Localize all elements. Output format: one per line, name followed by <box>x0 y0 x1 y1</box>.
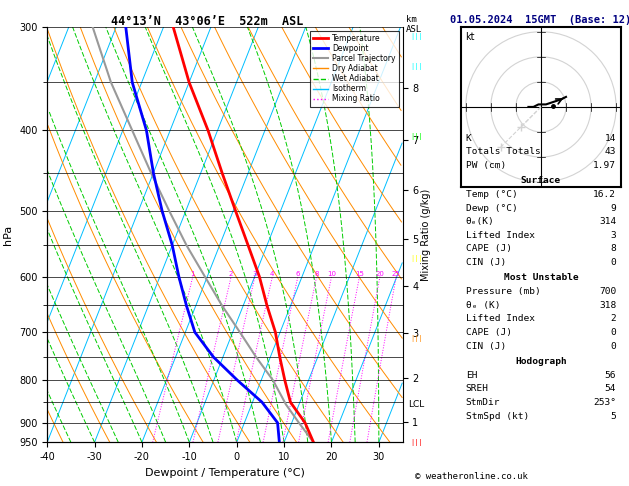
Legend: Temperature, Dewpoint, Parcel Trajectory, Dry Adiabat, Wet Adiabat, Isotherm, Mi: Temperature, Dewpoint, Parcel Trajectory… <box>310 31 399 106</box>
Text: 54: 54 <box>604 384 616 393</box>
X-axis label: Dewpoint / Temperature (°C): Dewpoint / Temperature (°C) <box>145 468 305 478</box>
Text: |||: ||| <box>410 335 423 342</box>
Text: 8: 8 <box>610 244 616 253</box>
Text: 2: 2 <box>610 314 616 323</box>
Text: 314: 314 <box>599 217 616 226</box>
Text: θₑ (K): θₑ (K) <box>465 301 500 310</box>
Text: 44°13’N  43°06’E  522m  ASL: 44°13’N 43°06’E 522m ASL <box>111 15 303 28</box>
Text: 43: 43 <box>604 147 616 156</box>
Text: 1.97: 1.97 <box>593 161 616 170</box>
Text: |||: ||| <box>410 439 423 446</box>
Text: |||: ||| <box>410 33 423 40</box>
Text: © weatheronline.co.uk: © weatheronline.co.uk <box>415 472 528 481</box>
Text: 20: 20 <box>376 271 384 277</box>
Text: CIN (J): CIN (J) <box>465 342 506 350</box>
Text: 16.2: 16.2 <box>593 190 616 199</box>
Text: PW (cm): PW (cm) <box>465 161 506 170</box>
Text: CAPE (J): CAPE (J) <box>465 328 512 337</box>
Text: 9: 9 <box>610 204 616 212</box>
Text: Surface: Surface <box>521 176 561 185</box>
Text: 5: 5 <box>610 412 616 420</box>
Text: Dewp (°C): Dewp (°C) <box>465 204 518 212</box>
Text: 0: 0 <box>610 258 616 267</box>
Y-axis label: hPa: hPa <box>3 225 13 244</box>
Text: 10: 10 <box>327 271 336 277</box>
Text: Temp (°C): Temp (°C) <box>465 190 518 199</box>
Text: LCL: LCL <box>408 400 425 409</box>
Text: |||: ||| <box>410 133 423 140</box>
Text: 318: 318 <box>599 301 616 310</box>
Text: 4: 4 <box>270 271 274 277</box>
Text: |||: ||| <box>410 63 423 70</box>
Text: 14: 14 <box>604 134 616 142</box>
Text: 01.05.2024  15GMT  (Base: 12): 01.05.2024 15GMT (Base: 12) <box>450 15 629 25</box>
Text: StmDir: StmDir <box>465 398 500 407</box>
Text: 253°: 253° <box>593 398 616 407</box>
Text: 0: 0 <box>610 328 616 337</box>
Text: 2: 2 <box>229 271 233 277</box>
Text: |||: ||| <box>410 255 423 261</box>
Text: 700: 700 <box>599 287 616 296</box>
Text: 25: 25 <box>392 271 401 277</box>
Text: θₑ(K): θₑ(K) <box>465 217 494 226</box>
Text: km
ASL: km ASL <box>406 15 422 34</box>
Text: CIN (J): CIN (J) <box>465 258 506 267</box>
Text: Pressure (mb): Pressure (mb) <box>465 287 540 296</box>
Text: EH: EH <box>465 371 477 380</box>
Text: K: K <box>465 134 472 142</box>
Text: 3: 3 <box>253 271 257 277</box>
Text: CAPE (J): CAPE (J) <box>465 244 512 253</box>
Text: Lifted Index: Lifted Index <box>465 314 535 323</box>
Text: 0: 0 <box>610 342 616 350</box>
Text: Most Unstable: Most Unstable <box>504 274 578 282</box>
Text: SREH: SREH <box>465 384 489 393</box>
Text: Hodograph: Hodograph <box>515 357 567 366</box>
Text: Lifted Index: Lifted Index <box>465 231 535 240</box>
Y-axis label: Mixing Ratio (g/kg): Mixing Ratio (g/kg) <box>421 189 431 280</box>
Text: 56: 56 <box>604 371 616 380</box>
Text: StmSpd (kt): StmSpd (kt) <box>465 412 529 420</box>
Text: Totals Totals: Totals Totals <box>465 147 540 156</box>
Text: 6: 6 <box>296 271 300 277</box>
Text: 3: 3 <box>610 231 616 240</box>
Text: 15: 15 <box>355 271 364 277</box>
Text: kt: kt <box>465 32 475 41</box>
Text: 8: 8 <box>314 271 319 277</box>
Text: 1: 1 <box>191 271 195 277</box>
